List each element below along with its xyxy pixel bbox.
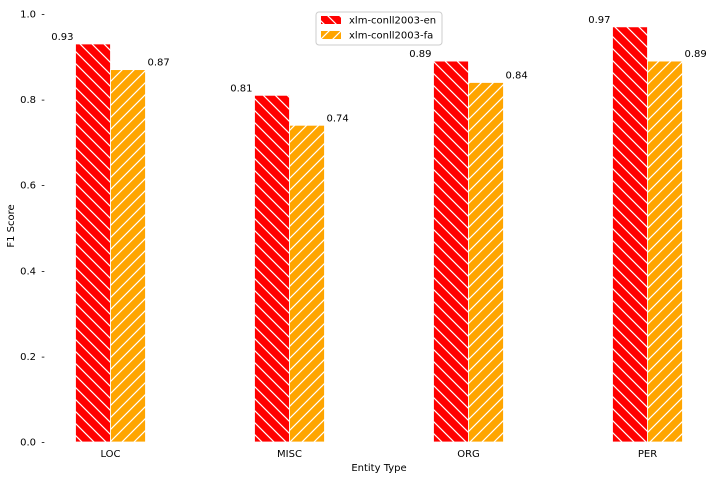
y-tick-label-3: 0.6: [20, 181, 36, 192]
bar-misc-xlm-conll2003-en: [254, 94, 290, 443]
legend-label-xlm-conll2003-en: xlm-conll2003-en: [349, 16, 436, 27]
data-label-per-xlm-conll2003-fa: 0.89: [685, 49, 707, 60]
bar-org-xlm-conll2003-en: [433, 60, 469, 443]
bar-loc-xlm-conll2003-en: [75, 43, 111, 443]
x-axis: LOC MISC ORG PER: [100, 449, 657, 460]
y-axis: 0.0 -0.2 -0.4 -0.6 -0.8 -1.0-: [20, 10, 45, 449]
x-axis-label: Entity Type: [351, 463, 406, 474]
data-label-per-xlm-conll2003-en: 0.97: [588, 15, 610, 26]
y-tick-mark-5: -: [41, 10, 45, 21]
y-tick-mark-3: -: [41, 181, 45, 192]
bar-org-xlm-conll2003-fa: [468, 82, 504, 443]
y-tick-label-2: 0.4: [20, 266, 36, 277]
y-tick-label-4: 0.8: [20, 95, 36, 106]
legend: xlm-conll2003-en xlm-conll2003-fa: [315, 11, 443, 46]
legend-box: [315, 11, 443, 46]
x-tick-label-per: PER: [638, 449, 657, 460]
y-tick-mark-2: -: [41, 266, 45, 277]
y-tick-label-5: 1.0: [20, 10, 36, 21]
y-tick-mark-1: -: [41, 352, 45, 363]
data-label-loc-xlm-conll2003-en: 0.93: [51, 32, 73, 43]
bar-misc-xlm-conll2003-fa: [289, 124, 325, 443]
data-label-misc-xlm-conll2003-en: 0.81: [230, 83, 252, 94]
x-tick-label-loc: LOC: [100, 449, 120, 460]
y-tick-label-1: 0.2: [20, 352, 36, 363]
x-tick-label-org: ORG: [457, 449, 480, 460]
data-label-org-xlm-conll2003-en: 0.89: [409, 49, 431, 60]
y-tick-mark-0: -: [41, 438, 45, 449]
bar-per-xlm-conll2003-fa: [647, 60, 683, 443]
bars-group: [75, 26, 683, 443]
data-label-org-xlm-conll2003-fa: 0.84: [506, 70, 528, 81]
legend-label-xlm-conll2003-fa: xlm-conll2003-fa: [349, 31, 433, 42]
bar-per-xlm-conll2003-en: [612, 26, 648, 443]
data-labels-group: 0.93 0.87 0.81 0.74 0.89 0.84 0.97 0.89: [51, 15, 707, 124]
y-axis-label: F1 Score: [6, 204, 17, 247]
bar-loc-xlm-conll2003-fa: [110, 69, 146, 443]
y-tick-label-0: 0.0: [20, 438, 36, 449]
data-label-misc-xlm-conll2003-fa: 0.74: [327, 113, 349, 124]
legend-swatch-xlm-conll2003-en: [321, 16, 341, 24]
x-tick-label-misc: MISC: [277, 449, 302, 460]
data-label-loc-xlm-conll2003-fa: 0.87: [148, 58, 170, 69]
y-tick-mark-4: -: [41, 95, 45, 106]
legend-swatch-xlm-conll2003-fa: [321, 31, 341, 39]
